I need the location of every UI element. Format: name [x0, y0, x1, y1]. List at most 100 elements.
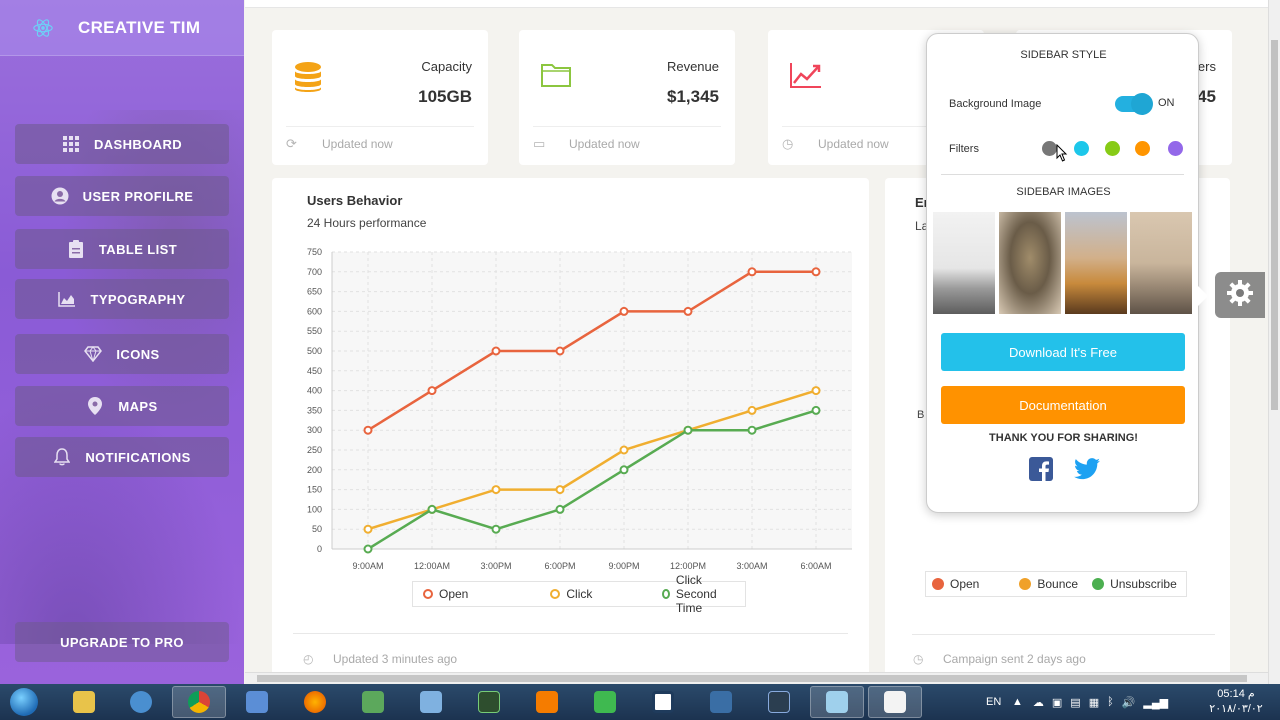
taskbar-firefox[interactable]	[288, 686, 342, 718]
sidebar-item-typography[interactable]: TYPOGRAPHY	[15, 279, 229, 319]
cloud-icon[interactable]: ☁	[1032, 696, 1044, 709]
react-logo-icon	[32, 17, 54, 39]
app-icon	[246, 691, 268, 713]
taskbar-app-2[interactable]	[114, 686, 168, 718]
divider	[293, 633, 848, 634]
data-point	[363, 524, 373, 534]
taskbar-app-7[interactable]	[404, 686, 458, 718]
sidebar-item-maps[interactable]: MAPS	[15, 386, 229, 426]
popup-arrow	[1198, 286, 1208, 306]
download-label: Download It's Free	[1009, 344, 1117, 360]
taskbar-app-4[interactable]	[230, 686, 284, 718]
network-icon[interactable]: ▦	[1088, 696, 1100, 709]
sidebar-item-table-list[interactable]: TABLE LIST	[15, 229, 229, 269]
app-icon	[478, 691, 500, 713]
scrollbar-thumb[interactable]	[257, 675, 1247, 682]
filter-gray[interactable]	[1042, 141, 1057, 156]
background-image-toggle[interactable]	[1115, 93, 1153, 115]
data-point	[491, 485, 501, 495]
taskbar-java[interactable]	[868, 686, 922, 718]
y-tick-label: 750	[307, 247, 322, 257]
legend-item-open[interactable]: Open	[423, 587, 468, 601]
filter-orange[interactable]	[1135, 141, 1150, 156]
documentation-button[interactable]: Documentation	[941, 386, 1185, 424]
chart-label: B	[917, 409, 925, 421]
y-tick-label: 650	[307, 287, 322, 297]
download-free-button[interactable]: Download It's Free	[941, 333, 1185, 371]
stat-footer-text: Updated now	[322, 137, 393, 151]
legend-item-click[interactable]: Click	[550, 587, 592, 601]
diamond-icon	[84, 345, 103, 363]
taskbar-android-studio[interactable]	[346, 686, 400, 718]
data-point	[427, 504, 437, 514]
sidebar-item-dashboard[interactable]: DASHBOARD	[15, 124, 229, 164]
data-point	[811, 405, 821, 415]
facebook-icon[interactable]	[1029, 457, 1053, 486]
vertical-scrollbar[interactable]	[1268, 0, 1280, 684]
horizontal-scrollbar[interactable]	[245, 672, 1268, 684]
taskbar-explorer[interactable]	[57, 686, 111, 718]
background-image-label: Background Image	[949, 98, 1042, 110]
chart-line-icon	[790, 62, 822, 94]
x-tick-label: 9:00AM	[352, 561, 383, 571]
security-icon[interactable]: ▣	[1051, 696, 1063, 709]
sidebar-image-mountains[interactable]	[933, 212, 995, 314]
taskbar-clock[interactable]: 05:14 م ٢٠١٨/٠٣/٠٢	[1200, 687, 1272, 717]
legend-item-open[interactable]: Open	[932, 577, 979, 591]
calendar-icon: ▭	[533, 136, 546, 151]
upgrade-to-pro-button[interactable]: UPGRADE TO PRO	[15, 622, 229, 662]
windows-logo-icon	[10, 688, 38, 716]
sidebar-image-portrait[interactable]	[999, 212, 1061, 314]
sidebar-item-icons[interactable]: ICONS	[15, 334, 229, 374]
taskbar-xampp[interactable]	[520, 686, 574, 718]
settings-toggle-button[interactable]	[1215, 272, 1265, 318]
data-point	[683, 425, 693, 435]
usb-icon[interactable]: ▤	[1070, 696, 1081, 709]
toggle-knob	[1131, 93, 1153, 115]
gear-icon	[1226, 279, 1254, 312]
sidebar-image-city[interactable]	[1130, 212, 1192, 314]
filter-purple[interactable]	[1168, 141, 1183, 156]
x-tick-label: 6:00AM	[800, 561, 831, 571]
taskbar-app-14[interactable]	[810, 686, 864, 718]
data-point	[811, 267, 821, 277]
y-tick-label: 400	[307, 386, 322, 396]
taskbar-chrome[interactable]	[172, 686, 226, 718]
taskbar-app-13[interactable]	[752, 686, 806, 718]
divider	[782, 126, 970, 127]
sidebar-item-label: USER PROFILRE	[82, 188, 194, 204]
legend-item-click-second-time[interactable]: Click Second Time	[662, 573, 735, 615]
scrollbar-thumb[interactable]	[1271, 40, 1278, 410]
signal-icon[interactable]: ▂▄▆	[1143, 696, 1169, 709]
bluetooth-icon[interactable]: ᛒ	[1107, 696, 1114, 708]
twitter-icon[interactable]	[1074, 458, 1100, 485]
history-icon: ◴	[303, 652, 314, 666]
stat-footer-text: Updated now	[818, 137, 889, 151]
start-button[interactable]	[4, 686, 44, 718]
taskbar-app-10[interactable]	[578, 686, 632, 718]
language-indicator[interactable]: EN	[986, 684, 1001, 720]
taskbar-app-8[interactable]	[462, 686, 516, 718]
sidebar-item-label: TYPOGRAPHY	[90, 291, 186, 307]
sidebar-image-balloons[interactable]	[1065, 212, 1127, 314]
sidebar-item-notifications[interactable]: NOTIFICATIONS	[15, 437, 229, 477]
stat-label: Capacity	[421, 59, 472, 74]
taskbar-app-11[interactable]	[636, 686, 690, 718]
filter-blue[interactable]	[1074, 141, 1089, 156]
app-icon	[652, 691, 674, 713]
mouse-cursor-icon	[1056, 143, 1068, 162]
data-point	[747, 405, 757, 415]
stat-footer-text: Updated now	[569, 137, 640, 151]
language-text: EN	[986, 696, 1002, 708]
brand-logo[interactable]: CREATIVE TIM	[0, 0, 244, 56]
taskbar-app-12[interactable]	[694, 686, 748, 718]
volume-icon[interactable]: 🔊	[1121, 696, 1136, 709]
upgrade-label: UPGRADE TO PRO	[60, 634, 184, 650]
legend-item-bounce[interactable]: Bounce	[1019, 577, 1078, 591]
sidebar-item-user-profile[interactable]: USER PROFILRE	[15, 176, 229, 216]
filter-green[interactable]	[1105, 141, 1120, 156]
sidebar-item-label: NOTIFICATIONS	[85, 449, 191, 465]
legend-item-unsubscribe[interactable]: Unsubscribe	[1092, 577, 1177, 591]
stat-card-capacity: Capacity 105GB ⟳ Updated now	[272, 30, 488, 165]
tray-arrow-icon[interactable]: ▲	[1012, 696, 1023, 708]
